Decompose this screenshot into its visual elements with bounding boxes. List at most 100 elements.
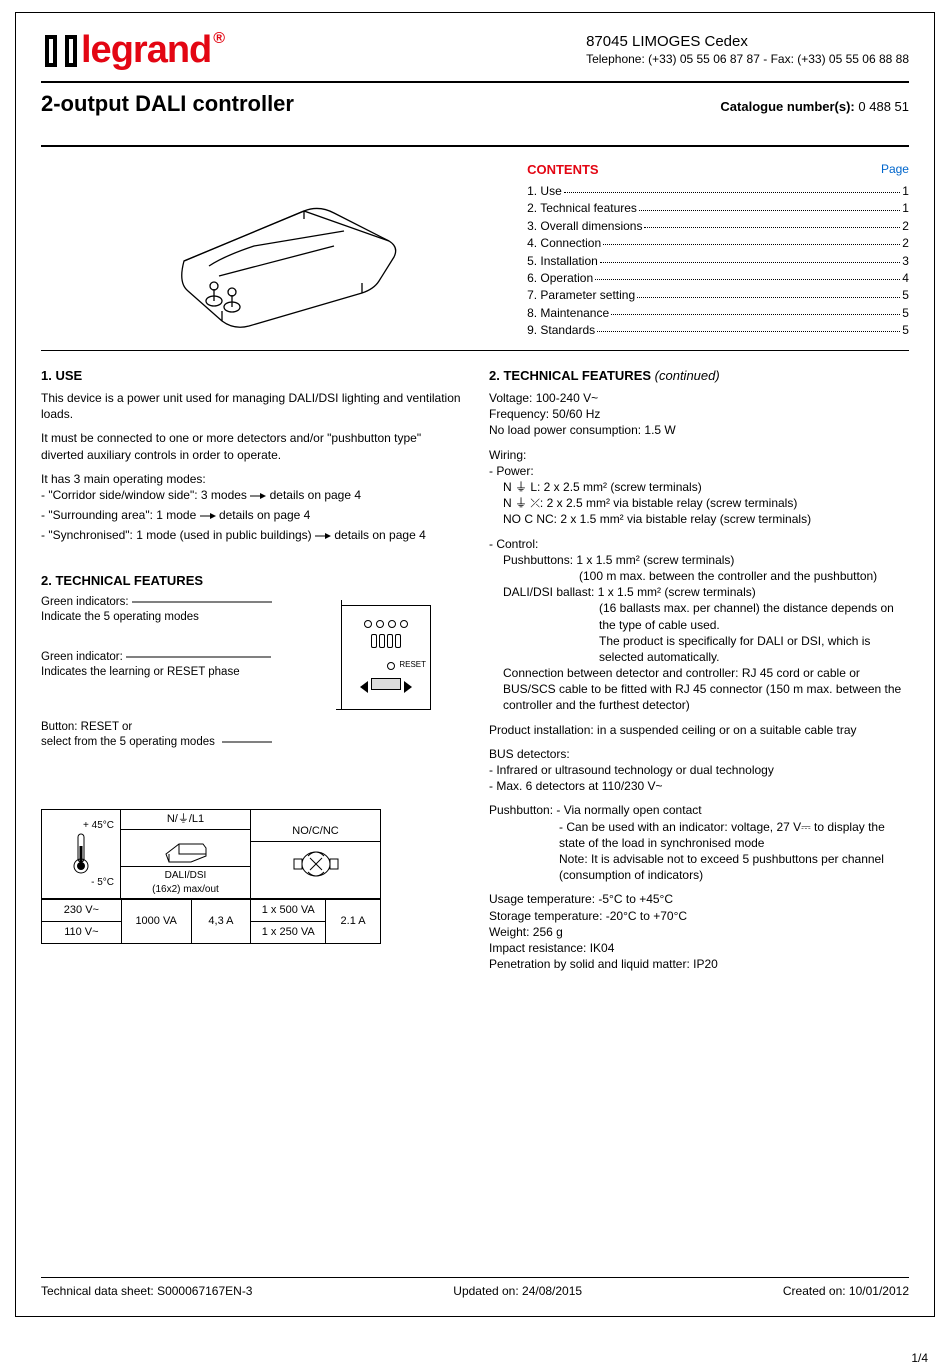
arrow-icon bbox=[315, 532, 331, 540]
module-box: RESET bbox=[341, 605, 431, 710]
spec-line: Frequency: 50/60 Hz bbox=[489, 406, 909, 422]
led-row-icon bbox=[342, 616, 430, 632]
rating-top-row: + 45°C - 5°C N/⏚/L1 bbox=[41, 809, 461, 899]
toc-label: 3. Overall dimensions bbox=[527, 218, 642, 235]
cell: 1 x 250 VA bbox=[251, 921, 326, 943]
bus-head: BUS detectors: bbox=[489, 746, 909, 762]
thermometer-icon bbox=[70, 832, 92, 876]
push-line: Note: It is advisable not to exceed 5 pu… bbox=[559, 851, 909, 883]
motor-icon bbox=[288, 842, 344, 886]
bus-block: BUS detectors: - Infrared or ultrasound … bbox=[489, 746, 909, 795]
toc-label: 4. Connection bbox=[527, 235, 601, 252]
toc-label: 5. Installation bbox=[527, 253, 598, 270]
rule-mid bbox=[41, 350, 909, 351]
toc-item: 4. Connection2 bbox=[527, 235, 909, 252]
cell: 2.1 A bbox=[326, 900, 381, 944]
section2r-heading-text: 2. TECHNICAL FEATURES bbox=[489, 368, 651, 383]
reset-button-row bbox=[342, 678, 430, 694]
leader-line-icon bbox=[126, 656, 271, 658]
mode-1: - "Corridor side/window side": 3 modes d… bbox=[41, 487, 461, 503]
reset-row: RESET bbox=[342, 660, 426, 671]
header: legrand® 87045 LIMOGES Cedex Telephone: … bbox=[41, 31, 909, 71]
push-head: Pushbutton: - Via normally open contact bbox=[489, 802, 909, 818]
mode-2: - "Surrounding area": 1 mode details on … bbox=[41, 507, 461, 523]
toc-item: 7. Parameter setting 5 bbox=[527, 287, 909, 304]
wiring-line: NO C NC: 2 x 1.5 mm² via bistable relay … bbox=[503, 511, 909, 527]
column-right: 2. TECHNICAL FEATURES (continued) Voltag… bbox=[489, 359, 909, 973]
feat-label-2: Green indicator: Indicates the learning … bbox=[41, 650, 271, 680]
toc-dots bbox=[564, 183, 901, 193]
wiring-control-block: - Control: Pushbuttons: 1 x 1.5 mm² (scr… bbox=[489, 536, 909, 714]
cell: 4,3 A bbox=[191, 900, 251, 944]
toc-item: 5. Installation 3 bbox=[527, 253, 909, 270]
mode-1a: - "Corridor side/window side": 3 modes bbox=[41, 488, 250, 502]
top-area: CONTENTS Page 1. Use12. Technical featur… bbox=[41, 162, 909, 340]
toc-dots bbox=[595, 270, 900, 280]
contents-header: CONTENTS Page bbox=[527, 162, 909, 177]
contents-panel: CONTENTS Page 1. Use12. Technical featur… bbox=[527, 162, 909, 340]
toc-item: 9. Standards5 bbox=[527, 322, 909, 339]
rating-block: + 45°C - 5°C N/⏚/L1 bbox=[41, 809, 461, 944]
toc-page: 3 bbox=[902, 253, 909, 270]
spec-basic: Voltage: 100-240 V~ Frequency: 50/60 Hz … bbox=[489, 390, 909, 439]
wiring-line: (16 ballasts max. per channel) the dista… bbox=[599, 600, 909, 632]
document-title: 2-output DALI controller bbox=[41, 91, 294, 117]
wiring-block: Wiring: - Power: N ⏚ L: 2 x 2.5 mm² (scr… bbox=[489, 447, 909, 528]
hdr1-sub: DALI/DSI (16x2) max/out bbox=[121, 866, 250, 898]
reset-label: RESET bbox=[399, 660, 426, 669]
wiring-line: Pushbuttons: 1 x 1.5 mm² (screw terminal… bbox=[503, 552, 909, 568]
toc-dots bbox=[644, 218, 900, 228]
title-row: 2-output DALI controller Catalogue numbe… bbox=[41, 91, 909, 117]
misc-line: Penetration by solid and liquid matter: … bbox=[489, 956, 909, 972]
mode-3a: - "Synchronised": 1 mode (used in public… bbox=[41, 528, 315, 542]
toc-page: 4 bbox=[902, 270, 909, 287]
wiring-line: (100 m max. between the controller and t… bbox=[579, 568, 909, 584]
rule-top bbox=[41, 81, 909, 83]
feat-label-3b: select from the 5 operating modes bbox=[41, 736, 215, 748]
wiring-power-head: - Power: bbox=[489, 463, 909, 479]
feat-label-3: Button: RESET or select from the 5 opera… bbox=[41, 720, 272, 750]
toc-dots bbox=[600, 253, 901, 263]
toc-page: 1 bbox=[902, 200, 909, 217]
mode-3: - "Synchronised": 1 mode (used in public… bbox=[41, 527, 461, 543]
catalogue-value: 0 488 51 bbox=[858, 99, 909, 114]
toc-page: 5 bbox=[902, 305, 909, 322]
hdr2-cell: NO/C/NC bbox=[251, 809, 381, 899]
logo: legrand® bbox=[41, 31, 224, 71]
ballast-icon bbox=[161, 830, 211, 866]
toc-label: 7. Parameter setting bbox=[527, 287, 635, 304]
rule-title bbox=[41, 145, 909, 147]
wiring-line: The product is specifically for DALI or … bbox=[599, 633, 909, 665]
leader-line-icon bbox=[132, 601, 272, 603]
misc-block: Usage temperature: -5°C to +45°C Storage… bbox=[489, 891, 909, 972]
footer-center: Updated on: 24/08/2015 bbox=[453, 1284, 582, 1298]
misc-line: Weight: 256 g bbox=[489, 924, 909, 940]
cell: 1 x 500 VA bbox=[251, 900, 326, 922]
toc-dots bbox=[611, 305, 900, 315]
column-left: 1. USE This device is a power unit used … bbox=[41, 359, 461, 973]
section1-p1: This device is a power unit used for man… bbox=[41, 390, 461, 422]
catalogue-line: Catalogue number(s): 0 488 51 bbox=[720, 99, 909, 114]
logo-text: legrand® bbox=[81, 31, 224, 69]
toc-page: 1 bbox=[902, 183, 909, 200]
page: legrand® 87045 LIMOGES Cedex Telephone: … bbox=[15, 12, 935, 1317]
toc-page: 5 bbox=[902, 287, 909, 304]
rating-table: 230 V~ 1000 VA 4,3 A 1 x 500 VA 2.1 A 11… bbox=[41, 899, 381, 944]
toc-label: 8. Maintenance bbox=[527, 305, 609, 322]
wiring-head: Wiring: bbox=[489, 447, 909, 463]
led-rect-row-icon bbox=[342, 634, 430, 652]
toc-label: 2. Technical features bbox=[527, 200, 637, 217]
section1-p2: It must be connected to one or more dete… bbox=[41, 430, 461, 462]
footer: Technical data sheet: S000067167EN-3 Upd… bbox=[41, 1284, 909, 1298]
mode-3b: details on page 4 bbox=[334, 528, 425, 542]
section2r-heading: 2. TECHNICAL FEATURES (continued) bbox=[489, 367, 909, 385]
rule-footer bbox=[41, 1277, 909, 1278]
logo-icon bbox=[41, 31, 81, 71]
bus-line: - Max. 6 detectors at 110/230 V~ bbox=[489, 778, 909, 794]
section2-heading: 2. TECHNICAL FEATURES bbox=[41, 572, 461, 590]
toc-item: 2. Technical features 1 bbox=[527, 200, 909, 217]
push-block: Pushbutton: - Via normally open contact … bbox=[489, 802, 909, 883]
header-phone: Telephone: (+33) 05 55 06 87 87 - Fax: (… bbox=[586, 52, 909, 66]
table-row: 230 V~ 1000 VA 4,3 A 1 x 500 VA 2.1 A bbox=[42, 900, 381, 922]
feat-label-1: Green indicators: Indicate the 5 operati… bbox=[41, 595, 272, 625]
